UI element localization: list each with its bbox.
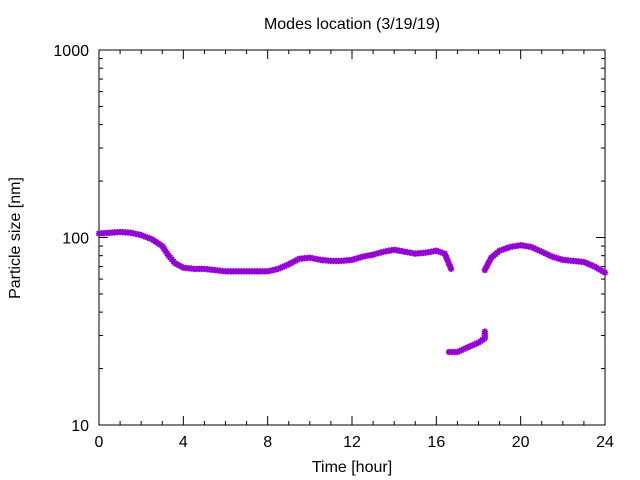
data-point xyxy=(441,250,448,257)
data-point xyxy=(279,263,286,271)
y-axis-label: Particle size [nm] xyxy=(7,177,24,299)
data-point xyxy=(445,259,452,266)
data-point xyxy=(587,261,594,268)
data-point xyxy=(580,258,588,266)
data-point xyxy=(137,231,145,239)
data-point xyxy=(460,345,467,353)
data-point xyxy=(532,245,539,253)
data-point xyxy=(534,246,541,254)
x-tick-label: 4 xyxy=(179,434,188,451)
data-point xyxy=(454,348,461,356)
data-point xyxy=(444,256,451,264)
data-point xyxy=(442,252,449,260)
y-tick-labels: 10 100 1000 xyxy=(53,43,89,435)
data-point xyxy=(446,261,453,268)
data-point xyxy=(601,269,609,276)
data-point xyxy=(140,232,147,240)
data-point xyxy=(446,263,454,270)
data-point xyxy=(281,262,288,270)
x-tick-label: 0 xyxy=(95,434,104,451)
chart-title: Modes location (3/19/19) xyxy=(264,16,440,33)
data-point xyxy=(456,347,463,355)
x-tick-label: 24 xyxy=(596,434,614,451)
y-tick-label: 1000 xyxy=(53,43,89,60)
data-point xyxy=(582,259,590,267)
x-tick-label: 20 xyxy=(512,434,530,451)
data-point xyxy=(144,234,151,241)
data-point xyxy=(283,261,290,269)
x-tick-label: 8 xyxy=(263,434,272,451)
y-tick-label: 10 xyxy=(71,418,89,435)
data-point xyxy=(589,262,596,269)
data-point xyxy=(142,233,149,240)
data-point xyxy=(277,264,284,272)
data-point xyxy=(275,265,282,273)
data-point xyxy=(443,254,450,262)
data-point xyxy=(473,340,480,347)
data-point xyxy=(584,260,592,268)
axis-ticks xyxy=(98,50,606,426)
data-point xyxy=(536,247,543,254)
data-point xyxy=(481,328,489,335)
x-tick-label: 16 xyxy=(427,434,445,451)
data-point xyxy=(528,243,535,251)
y-tick-label: 100 xyxy=(62,231,89,248)
x-tick-labels: 0 4 8 12 16 20 24 xyxy=(95,434,614,451)
data-points xyxy=(95,228,609,356)
x-axis-label: Time [hour] xyxy=(312,459,392,476)
data-point xyxy=(466,343,474,350)
data-point xyxy=(462,344,470,352)
data-point xyxy=(471,341,478,348)
x-tick-label: 12 xyxy=(343,434,361,451)
data-point xyxy=(458,346,465,354)
data-point xyxy=(146,235,153,242)
data-point xyxy=(530,244,537,252)
data-point xyxy=(447,265,455,273)
plot-area xyxy=(98,49,606,426)
data-point xyxy=(464,343,472,351)
data-point xyxy=(468,342,476,349)
